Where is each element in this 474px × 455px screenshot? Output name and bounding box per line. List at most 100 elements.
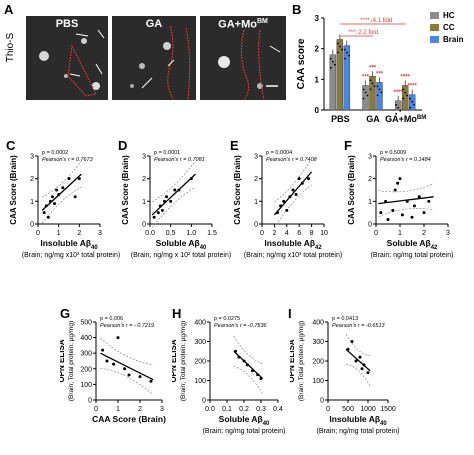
y-tick-label: 300 xyxy=(194,339,206,346)
data-point xyxy=(50,195,54,199)
y-tick-label: 0 xyxy=(142,222,146,229)
bar-hc xyxy=(329,54,337,111)
x-tick-label: 3 xyxy=(98,230,102,237)
data-point xyxy=(391,208,395,212)
x-axis-label-secondary: (Brain; ng/mg x10³ total protein) xyxy=(244,252,342,259)
y-tick-label: 300 xyxy=(312,339,324,346)
significance-stars: **** xyxy=(400,74,410,80)
data-point xyxy=(396,181,400,185)
data-point xyxy=(127,373,131,377)
panel-g-letter: G xyxy=(60,306,71,321)
data-dot xyxy=(371,82,374,85)
y-tick-label: 3 xyxy=(142,154,146,161)
confidence-band-upper xyxy=(233,336,263,364)
y-tick-label: 3 xyxy=(315,14,320,23)
x-tick-label: 1 xyxy=(57,230,61,237)
x-tick-label: 2 xyxy=(77,230,81,237)
x-axis-label-secondary: (Brain; ng/mg x 10² total protein) xyxy=(131,252,231,259)
panel-a-letter: A xyxy=(4,2,14,17)
x-tick-label: 0 xyxy=(374,230,378,237)
stats-text: Pearson's r = - 0.7219 xyxy=(100,323,154,329)
data-point xyxy=(105,359,109,363)
panel-h-letter: H xyxy=(172,306,182,321)
data-point xyxy=(400,213,404,217)
stats-text: Pearson's r = 0.7673 xyxy=(42,157,94,163)
data-point xyxy=(360,367,364,371)
panel-c-letter: C xyxy=(6,138,16,153)
y-tick-label: 0 xyxy=(202,398,206,405)
data-point xyxy=(245,363,249,367)
y-tick-label: 0 xyxy=(315,106,320,115)
x-tick-label: 0.1 xyxy=(222,406,232,413)
x-axis-label: Insoluble Aβ40 xyxy=(40,238,98,251)
y-axis-label: CAA Score (Brain) xyxy=(9,155,18,225)
y-axis-label: CAA Score (Brain) xyxy=(121,155,130,225)
legend-label: CC xyxy=(443,23,455,32)
stats-text: p = 0.0413 xyxy=(332,316,358,322)
micrograph-image xyxy=(130,25,191,100)
panel-i-chart: 0 500 1000 1500 0 100 200 300 400 p = 0.0413Pears… xyxy=(290,316,399,435)
x-tick-label: 2 xyxy=(422,230,426,237)
regression-line xyxy=(41,173,82,211)
x-tick-label: 0.0 xyxy=(145,230,155,237)
y-tick-label: 2 xyxy=(30,176,34,183)
micrograph-ga-mo: GA+MoBM xyxy=(200,16,286,100)
y-tick-label: 2 xyxy=(368,176,372,183)
data-point xyxy=(101,348,105,352)
y-axis-label: OPN ELISA xyxy=(290,339,296,382)
y-axis-label: CAA score xyxy=(296,38,307,89)
data-dot xyxy=(369,79,372,82)
significance-stars: *** xyxy=(376,71,384,77)
x-tick-label: 1 xyxy=(398,230,402,237)
data-point xyxy=(354,359,358,363)
x-tick-label: 0 xyxy=(260,230,264,237)
data-point xyxy=(285,208,289,212)
significance-stars: **** xyxy=(393,90,403,96)
data-point xyxy=(123,367,127,371)
confidence-band-lower xyxy=(41,186,82,224)
y-tick-label: 400 xyxy=(80,335,92,342)
legend-swatch xyxy=(430,24,439,31)
data-dot xyxy=(404,91,407,94)
data-point xyxy=(393,188,397,192)
data-point xyxy=(158,204,162,208)
y-tick-label: 1 xyxy=(142,199,146,206)
data-dot xyxy=(343,57,346,60)
data-point xyxy=(169,199,173,203)
data-dot xyxy=(362,97,365,100)
confidence-band-upper xyxy=(345,334,371,357)
stats-text: p = 0.0004 xyxy=(266,150,292,156)
x-tick-label: 2 xyxy=(272,230,276,237)
panel-e-letter: E xyxy=(230,138,239,153)
data-point xyxy=(427,199,431,203)
data-point xyxy=(234,349,237,353)
confidence-band-upper xyxy=(274,158,312,203)
x-axis-label-secondary: (Brain; ng/mg total protein) xyxy=(371,252,454,259)
data-point xyxy=(112,362,116,366)
y-tick-label: 3 xyxy=(30,154,34,161)
data-point xyxy=(398,177,402,181)
x-tick-label: 4 xyxy=(285,230,289,237)
x-tick-label: 0.2 xyxy=(239,406,249,413)
y-tick-label: 3 xyxy=(368,154,372,161)
x-tick-label: 0 xyxy=(326,406,330,413)
data-point xyxy=(279,204,283,208)
data-point xyxy=(61,186,65,190)
y-tick-label: 200 xyxy=(312,359,324,366)
data-dot xyxy=(333,63,336,66)
data-dot xyxy=(338,45,341,48)
x-tick-label: 0.4 xyxy=(273,406,283,413)
significance-stars: **** xyxy=(407,84,417,90)
x-axis-label: Insoluble Aβ42 xyxy=(264,238,322,251)
fold-change-label: ****↓4.1 fold xyxy=(360,18,392,24)
data-dot xyxy=(409,97,412,100)
data-point xyxy=(156,211,160,215)
y-tick-label: 1 xyxy=(368,199,372,206)
data-point xyxy=(259,377,263,381)
y-axis-label: OPN ELISA xyxy=(172,339,178,382)
data-point xyxy=(152,215,156,219)
y-axis-label: OPN ELISA xyxy=(60,339,66,382)
data-point xyxy=(307,177,310,181)
